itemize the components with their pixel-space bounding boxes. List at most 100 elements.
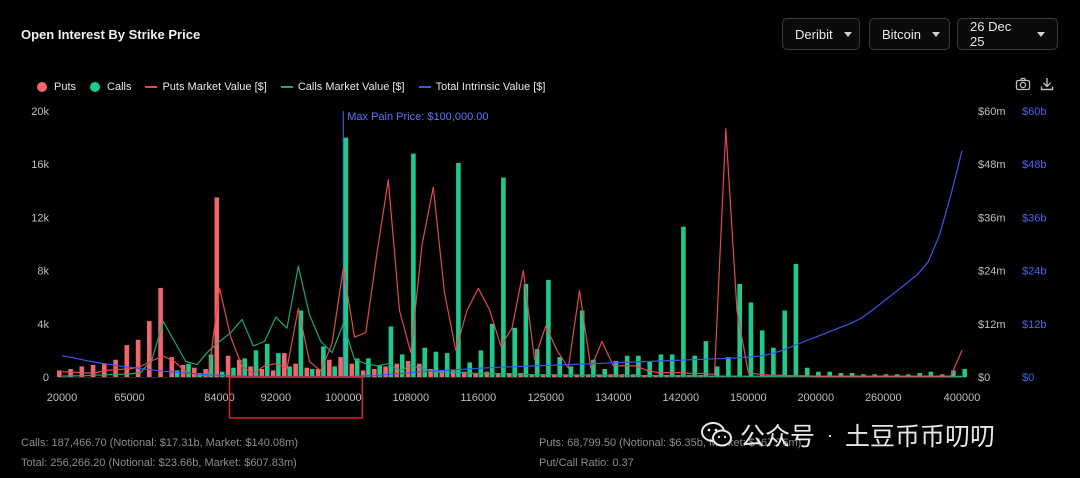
- call-bar: [681, 226, 686, 377]
- call-bar: [771, 347, 776, 377]
- puts-line-icon: [145, 86, 158, 88]
- y-left-tick-label: 20k: [31, 106, 49, 118]
- call-bar: [782, 310, 787, 377]
- put-bar: [428, 369, 433, 377]
- chevron-down-icon: [1037, 31, 1045, 37]
- chevron-down-icon: [932, 31, 941, 37]
- call-bar: [568, 366, 574, 377]
- x-tick-label: 400000: [944, 392, 981, 404]
- put-bar: [439, 370, 445, 377]
- put-bar: [237, 359, 242, 377]
- call-bar: [557, 357, 562, 377]
- call-bar: [748, 302, 754, 377]
- x-tick-label: 84000: [204, 392, 235, 404]
- call-bar: [287, 366, 292, 377]
- calls-line-icon: [280, 86, 293, 88]
- call-bar: [714, 366, 720, 377]
- put-bar: [417, 363, 422, 377]
- call-bar: [737, 283, 742, 377]
- expiry-select[interactable]: 26 Dec 25: [957, 18, 1058, 50]
- call-bar: [388, 326, 394, 377]
- call-bar: [186, 363, 191, 377]
- call-bar: [602, 369, 607, 377]
- legend-total-intrinsic-value[interactable]: Total Intrinsic Value [$]: [418, 81, 546, 93]
- legend-puts[interactable]: Puts: [37, 81, 76, 93]
- expiry-select-value: 26 Dec 25: [970, 19, 1012, 49]
- call-bar: [208, 354, 214, 377]
- call-bar: [838, 373, 844, 377]
- calls-market-value-line: [61, 265, 962, 378]
- call-bar: [366, 358, 371, 377]
- calls-summary: Calls: 187,466.70 (Notional: $17.31b, Ma…: [21, 437, 298, 449]
- call-bar: [669, 354, 675, 377]
- camera-icon[interactable]: [1015, 76, 1031, 92]
- exchange-select-value: Deribit: [795, 26, 833, 42]
- x-tick-label: 150000: [730, 392, 767, 404]
- call-bar: [332, 366, 337, 377]
- call-bar: [309, 369, 315, 377]
- put-bar: [383, 366, 388, 377]
- legend-calls[interactable]: Calls: [90, 81, 131, 93]
- put-bar: [113, 359, 118, 377]
- call-bar: [174, 370, 180, 377]
- put-bar: [552, 374, 557, 377]
- legend-puts-market-value[interactable]: Puts Market Value [$]: [145, 81, 267, 93]
- put-bar: [203, 369, 208, 377]
- call-bar: [804, 367, 810, 377]
- call-bar: [928, 371, 934, 377]
- call-bar: [692, 355, 697, 377]
- exchange-select[interactable]: Deribit: [782, 18, 860, 50]
- call-bar: [759, 330, 765, 377]
- put-bar: [462, 371, 467, 377]
- total-intrinsic-value-line: [61, 150, 963, 378]
- intrinsic-line-icon: [418, 86, 431, 88]
- put-bar: [315, 369, 321, 377]
- x-tick-label: 108000: [392, 392, 429, 404]
- watermark: 公众号 · 土豆币币叨叨: [700, 417, 995, 453]
- legend-calls-mv-label: Calls Market Value [$]: [297, 81, 405, 93]
- put-bar: [495, 373, 501, 377]
- x-tick-label: 142000: [662, 392, 699, 404]
- x-tick-label: 65000: [114, 392, 145, 404]
- call-bar: [849, 373, 855, 377]
- puts-summary: Puts: 68,799.50 (Notional: $6.35b, Marke…: [539, 437, 802, 449]
- put-bar: [79, 366, 85, 377]
- call-bar: [219, 371, 225, 377]
- call-bar: [444, 353, 450, 377]
- call-bar: [478, 350, 484, 377]
- asset-select[interactable]: Bitcoin: [869, 18, 950, 50]
- call-bar: [827, 371, 832, 377]
- call-bar: [534, 349, 540, 377]
- call-bar: [647, 361, 652, 377]
- put-bar: [349, 363, 355, 377]
- put-bar: [518, 373, 523, 377]
- puts-market-value-line: [61, 128, 963, 377]
- call-bar: [467, 362, 472, 377]
- x-tick-label: 92000: [261, 392, 292, 404]
- x-tick-label: 125000: [527, 392, 564, 404]
- y-right-intrinsic-tick-label: $48b: [1022, 159, 1046, 171]
- y-left-tick-label: 0: [43, 372, 49, 384]
- call-bar: [489, 323, 495, 377]
- download-icon[interactable]: [1039, 76, 1055, 92]
- y-right-intrinsic-tick-label: $36b: [1022, 212, 1046, 224]
- call-bar: [298, 310, 304, 377]
- put-bar: [473, 373, 478, 377]
- legend-total-iv-label: Total Intrinsic Value [$]: [435, 81, 546, 93]
- call-bar: [422, 347, 427, 377]
- call-bar: [501, 177, 506, 377]
- put-bar: [90, 365, 96, 377]
- y-left-tick-label: 4k: [37, 319, 49, 331]
- call-bar: [816, 371, 821, 377]
- y-left-tick-label: 8k: [37, 266, 49, 278]
- y-right-intrinsic-tick-label: $60b: [1022, 106, 1046, 118]
- call-bar: [726, 357, 731, 377]
- legend-calls-market-value[interactable]: Calls Market Value [$]: [280, 81, 405, 93]
- wechat-icon: [701, 422, 732, 447]
- legend-puts-mv-label: Puts Market Value [$]: [162, 81, 267, 93]
- x-tick-label: 134000: [595, 392, 632, 404]
- chart-legend: Puts Calls Puts Market Value [$] Calls M…: [37, 81, 559, 93]
- watermark-name: 土豆币币叨叨: [845, 423, 996, 451]
- call-bar: [231, 367, 236, 377]
